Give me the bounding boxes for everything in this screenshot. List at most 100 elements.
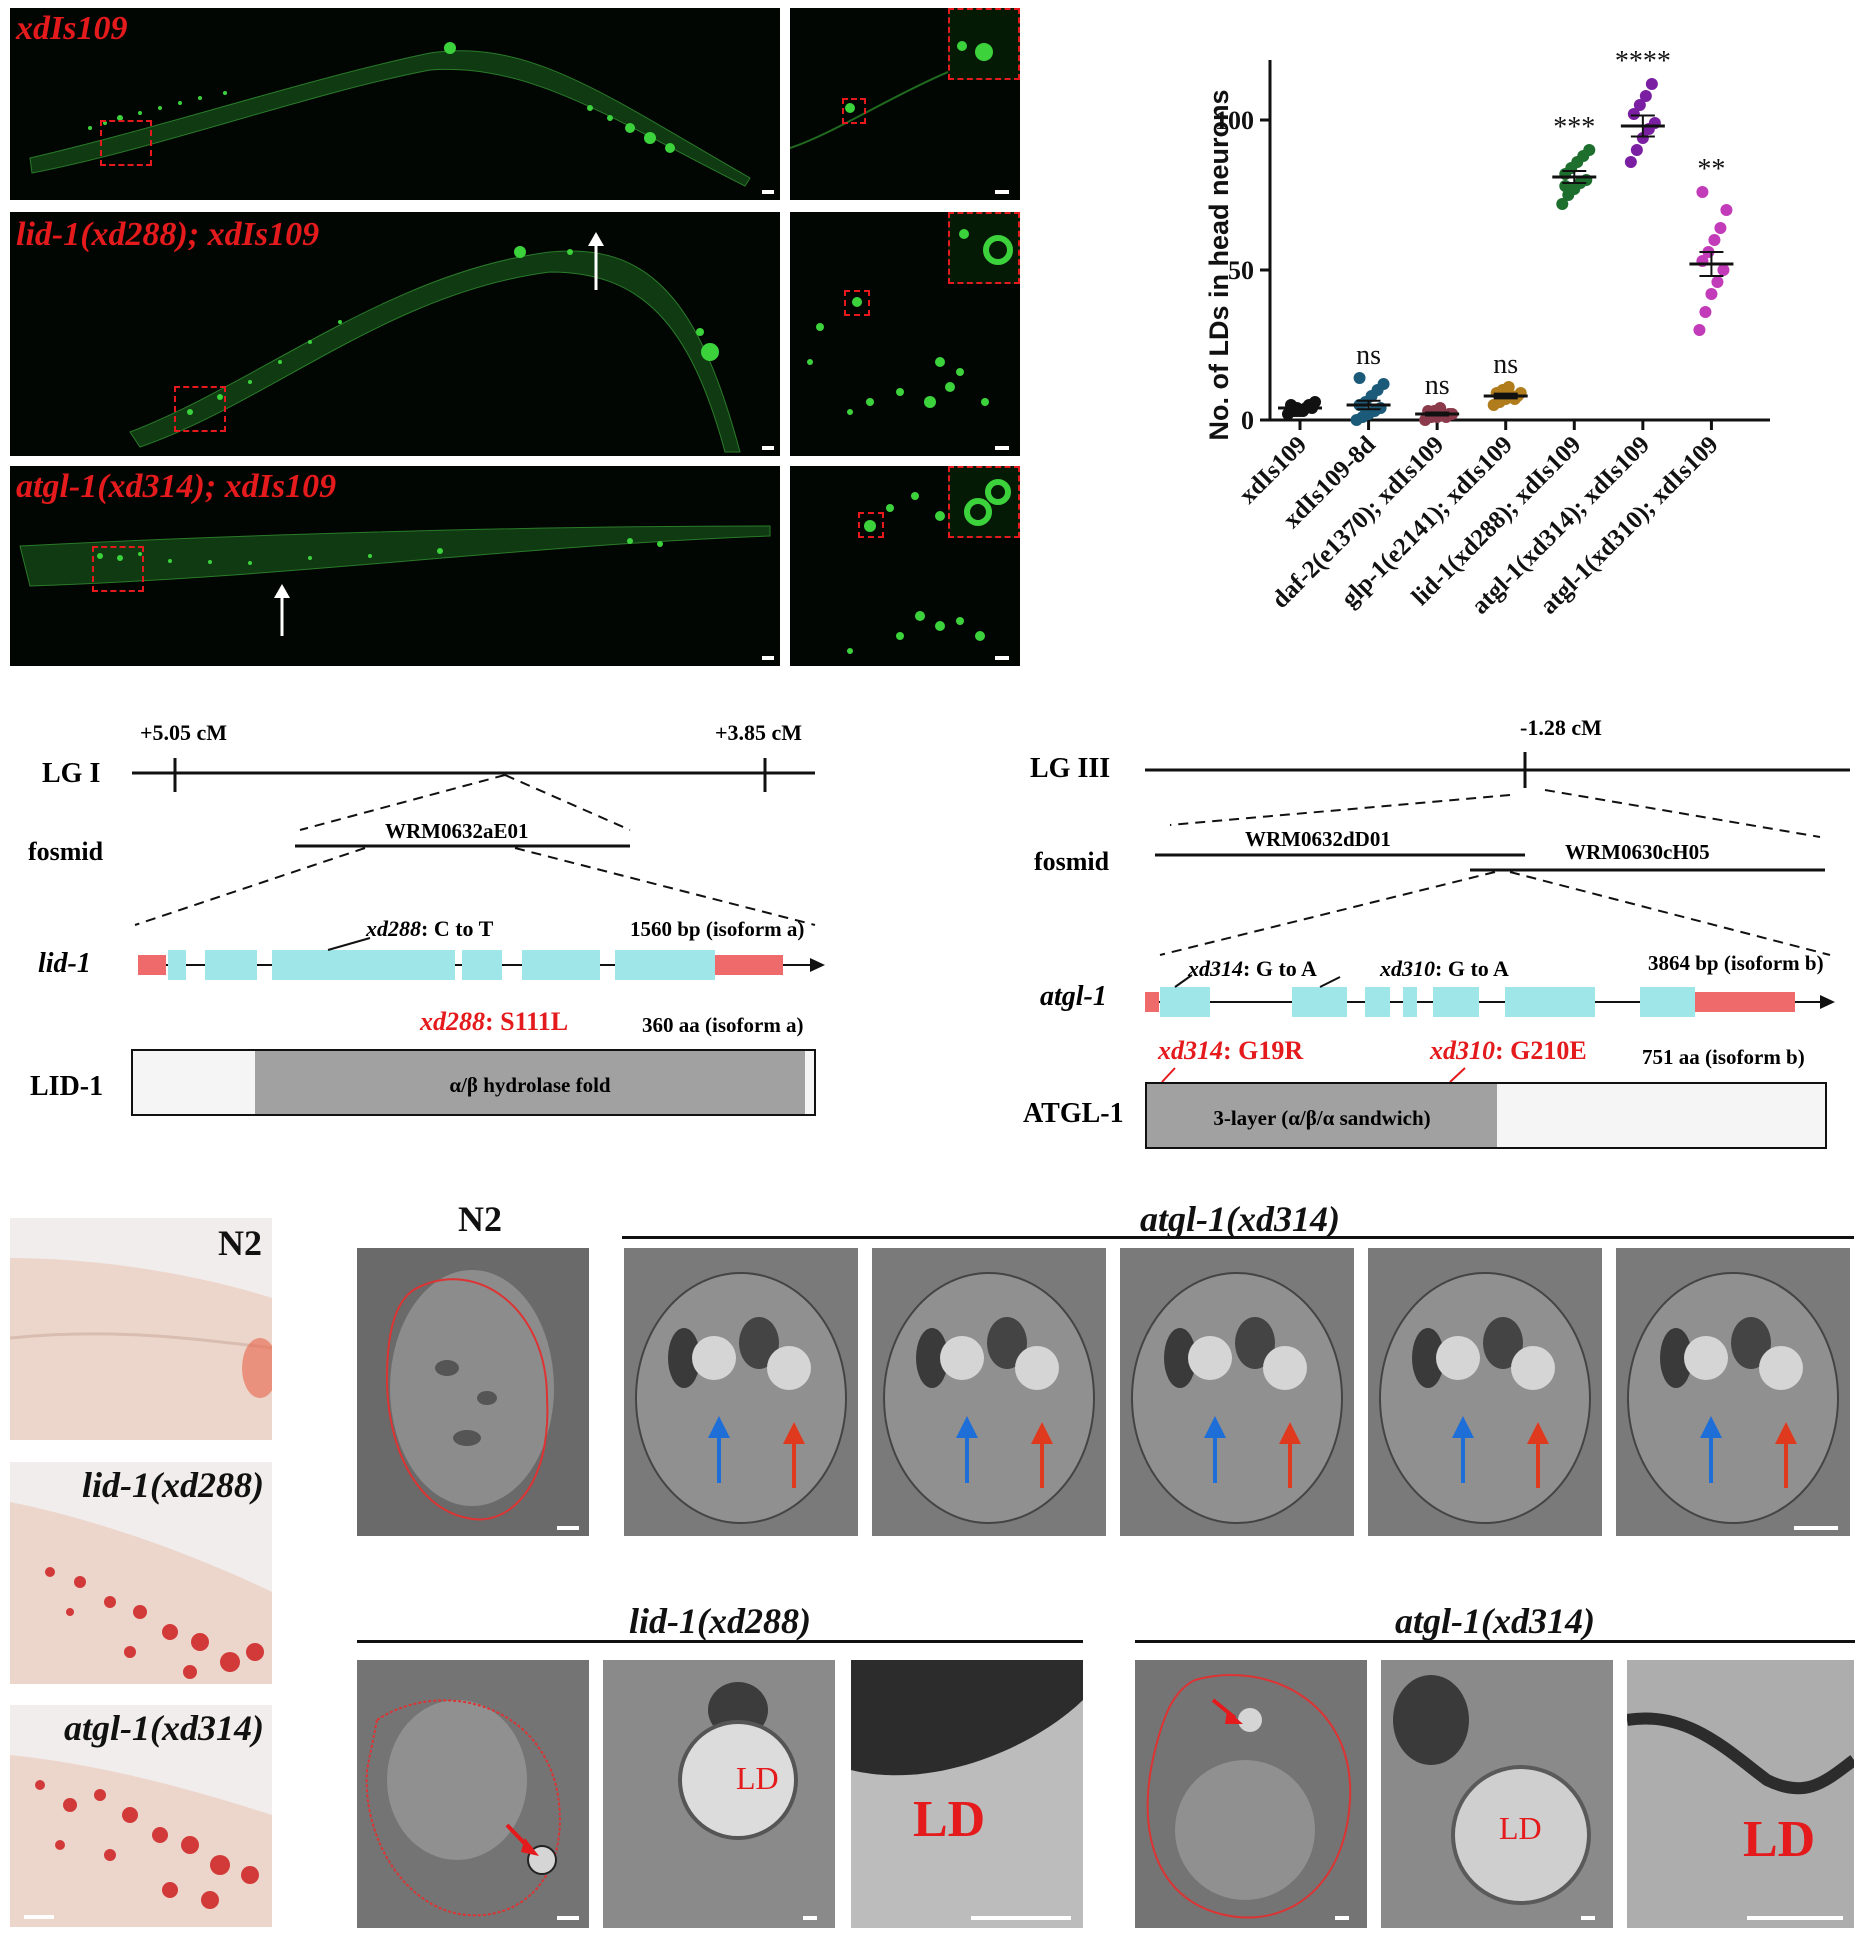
data-point <box>1353 372 1366 384</box>
data-point <box>1645 78 1658 90</box>
fosmid-name-2: WRM0630cH05 <box>1565 840 1710 864</box>
scale-bar <box>762 656 774 660</box>
data-point <box>1377 378 1390 390</box>
protein-length: 751 aa (isoform b) <box>1642 1045 1805 1069</box>
domain-bar <box>1147 1084 1497 1147</box>
data-point <box>1633 99 1646 111</box>
em-image <box>851 1660 1083 1928</box>
em-atgl1-g-underline <box>1135 1640 1855 1643</box>
row-label: atgl-1(xd314); xdIs109 <box>16 468 337 505</box>
scale-bar <box>995 656 1009 660</box>
data-point <box>1630 144 1643 156</box>
gene-name: lid-1 <box>38 948 91 979</box>
head-image <box>847 492 985 654</box>
scale-bar <box>762 446 774 450</box>
protein-length: 360 aa (isoform a) <box>642 1013 804 1037</box>
protein-name: ATGL-1 <box>1023 1098 1124 1129</box>
oilred-image <box>10 1502 272 1684</box>
strain-label: N2 <box>218 1223 262 1263</box>
em-image <box>357 1248 589 1536</box>
strain-label: atgl-1(xd314) <box>64 1708 264 1748</box>
y-axis-label: No. of LDs in head neurons <box>1204 89 1234 440</box>
inset-box <box>842 98 866 124</box>
oilred-image <box>10 1258 272 1440</box>
data-point <box>1636 132 1649 144</box>
inset-box <box>92 546 144 592</box>
fluor-worm-lid1: lid-1(xd288); xdIs109 <box>10 212 780 456</box>
data-point <box>1714 222 1727 234</box>
cm-right: +3.85 cM <box>715 720 802 745</box>
data-point <box>1627 108 1640 120</box>
em-atgl1-title: atgl-1(xd314) <box>1140 1199 1340 1239</box>
em-lid1-underline <box>357 1640 1083 1643</box>
significance-label: ns <box>1493 349 1518 380</box>
em-atgl1-neuron <box>1135 1660 1367 1928</box>
em-atgl1-g-title: atgl-1(xd314) <box>1395 1601 1595 1641</box>
data-point <box>1502 381 1515 393</box>
em-n2-title: N2 <box>458 1199 502 1239</box>
data-point <box>1309 396 1321 408</box>
em-image <box>1627 1660 1854 1928</box>
scale-bar <box>995 446 1009 450</box>
protein-mutation: xd288: S111L <box>419 1007 568 1036</box>
em-lid1-title: lid-1(xd288) <box>629 1601 811 1641</box>
oilred-lid1: lid-1(xd288) <box>10 1462 272 1684</box>
protein-mutation-1: xd314: G19R <box>1157 1036 1303 1065</box>
fluor-worm-xdis109: xdIs109 <box>10 8 780 200</box>
data-point <box>1696 186 1709 198</box>
em-n2-neuron <box>357 1248 589 1536</box>
scale-bar <box>1747 1916 1843 1920</box>
data-point <box>1559 180 1572 192</box>
fosmid-name-1: WRM0632dD01 <box>1245 827 1391 851</box>
scale-bar <box>24 1915 54 1919</box>
scale-bar <box>995 190 1009 194</box>
atgl1-gene-diagram: LG III -1.28 cM fosmid WRM0632dD01 WRM06… <box>1023 715 1850 1149</box>
protein-mutation-2: xd310: G210E <box>1429 1036 1587 1065</box>
scale-bar <box>557 1526 579 1530</box>
data-point <box>1434 402 1447 414</box>
gene-length: 3864 bp (isoform b) <box>1648 951 1824 975</box>
inset-box <box>858 512 884 538</box>
scale-bar <box>557 1916 579 1920</box>
gene-length: 1560 bp (isoform a) <box>630 917 804 941</box>
data-point <box>1699 306 1712 318</box>
domain-bar <box>255 1051 805 1114</box>
significance-label: ns <box>1425 370 1450 401</box>
em-lid1-zoom1: LD <box>603 1660 835 1928</box>
data-point <box>1717 264 1730 276</box>
ld-label: LD <box>736 1760 779 1796</box>
inset-box <box>844 290 870 316</box>
data-point <box>1711 276 1724 288</box>
y-tick-label: 100 <box>1215 106 1254 135</box>
em-series-underline <box>622 1236 1854 1239</box>
scale-bar <box>803 1916 817 1920</box>
data-point <box>1705 288 1718 300</box>
data-point <box>1624 156 1637 168</box>
data-point <box>1639 90 1652 102</box>
row-label: lid-1(xd288); xdIs109 <box>16 216 320 253</box>
em-image <box>357 1660 589 1928</box>
em-image <box>1135 1660 1367 1928</box>
y-tick-label: 50 <box>1228 256 1254 285</box>
fosmid-label: fosmid <box>28 837 104 866</box>
mutation2-label: xd310: G to A <box>1379 956 1509 981</box>
gene-name: atgl-1 <box>1040 981 1107 1012</box>
significance-label: *** <box>1553 112 1595 143</box>
domain-label: 3-layer (α/β/α sandwich) <box>1213 1106 1430 1130</box>
worm-image <box>19 525 771 636</box>
em-lid1-zoom2: LD <box>851 1660 1083 1928</box>
y-tick-label: 0 <box>1241 406 1254 435</box>
ld-label: LD <box>1499 1810 1542 1846</box>
data-point <box>1693 324 1706 336</box>
inset-box <box>174 386 226 432</box>
inset-ld-image <box>959 229 1013 265</box>
oilred-image <box>10 1755 272 1927</box>
cm-left: +5.05 cM <box>140 720 227 745</box>
strain-label: lid-1(xd288) <box>82 1465 264 1505</box>
cm-label: -1.28 cM <box>1520 715 1602 740</box>
worm-image <box>29 42 751 187</box>
lid1-gene-diagram: LG I +5.05 cM +3.85 cM fosmid WRM0632aE0… <box>28 720 825 1116</box>
scale-bar <box>762 190 774 194</box>
scale-bar <box>1581 1916 1595 1920</box>
inset-ld-image <box>957 41 993 61</box>
